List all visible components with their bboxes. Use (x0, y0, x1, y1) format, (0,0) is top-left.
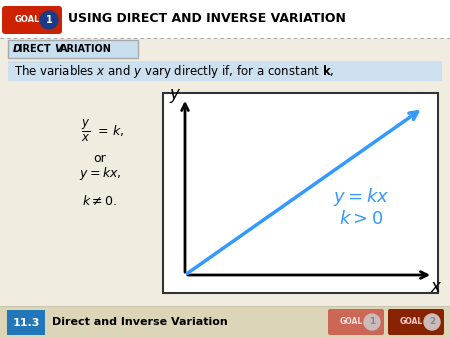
Text: 1: 1 (45, 15, 52, 25)
Text: D: D (13, 44, 22, 54)
Circle shape (424, 314, 440, 330)
Text: $y = kx,$: $y = kx,$ (79, 165, 121, 182)
Text: GOAL: GOAL (15, 16, 40, 24)
Text: 1: 1 (369, 317, 375, 327)
Text: $x$: $x$ (430, 278, 442, 296)
Text: 11.3: 11.3 (12, 317, 40, 328)
Circle shape (40, 11, 58, 29)
Text: 2: 2 (429, 317, 435, 327)
Text: V: V (54, 44, 62, 54)
Text: USING DIRECT AND INVERSE VARIATION: USING DIRECT AND INVERSE VARIATION (68, 13, 346, 25)
Text: GOAL: GOAL (340, 317, 363, 327)
Text: $k > 0$: $k > 0$ (339, 210, 383, 228)
FancyBboxPatch shape (8, 61, 442, 81)
Text: IRECT: IRECT (19, 44, 54, 54)
Text: $= \, k,$: $= \, k,$ (95, 123, 124, 139)
FancyBboxPatch shape (0, 0, 450, 38)
Text: $k \neq 0.$: $k \neq 0.$ (82, 194, 117, 208)
FancyBboxPatch shape (163, 93, 438, 293)
FancyBboxPatch shape (2, 6, 62, 34)
Text: $y = kx$: $y = kx$ (333, 186, 389, 208)
Text: Direct and Inverse Variation: Direct and Inverse Variation (52, 317, 228, 327)
Circle shape (364, 314, 380, 330)
FancyBboxPatch shape (7, 310, 45, 335)
FancyBboxPatch shape (328, 309, 384, 335)
Text: ARIATION: ARIATION (60, 44, 112, 54)
FancyBboxPatch shape (0, 306, 450, 338)
Text: The variables $\mathit{x}$ and $\mathit{y}$ vary directly if, for a constant $\m: The variables $\mathit{x}$ and $\mathit{… (14, 63, 334, 79)
FancyBboxPatch shape (8, 40, 138, 58)
Text: $y$: $y$ (169, 87, 181, 105)
FancyBboxPatch shape (388, 309, 444, 335)
Text: $\frac{y}{x}$: $\frac{y}{x}$ (81, 118, 90, 144)
Text: or: or (94, 151, 106, 165)
Text: GOAL: GOAL (400, 317, 423, 327)
